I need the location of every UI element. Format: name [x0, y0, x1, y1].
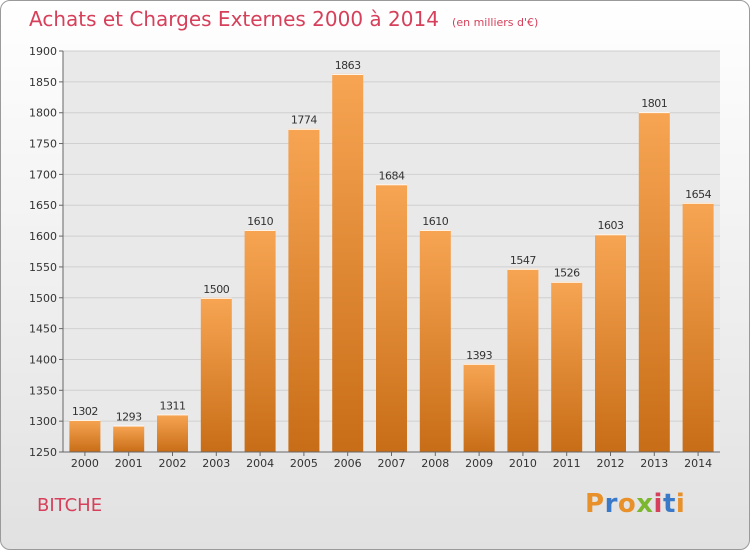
chart-subtitle: (en milliers d'€) [452, 16, 539, 29]
x-tick-label: 2002 [159, 457, 187, 470]
bar [200, 297, 232, 452]
x-tick-label: 2013 [640, 457, 668, 470]
bar-value-label: 1801 [641, 97, 667, 110]
bars [69, 73, 714, 453]
logo-letter: P [585, 489, 605, 519]
x-tick-label: 2012 [597, 457, 625, 470]
y-tick-label: 1650 [29, 199, 57, 212]
bar [551, 281, 583, 452]
data-labels: 1302 1293 1311 1500 1610 1774 1863 1684 1610 1393… [72, 59, 712, 424]
bar [595, 234, 626, 452]
y-tick-label: 1550 [29, 261, 57, 274]
proxiti-logo: Proxiti [585, 489, 685, 519]
bar [113, 425, 145, 452]
y-tick-label: 1500 [29, 292, 57, 305]
y-tick-label: 1850 [29, 76, 57, 89]
bar-value-label: 1302 [72, 405, 98, 418]
x-tick-label: 2008 [421, 457, 449, 470]
logo-letter: r [604, 489, 618, 519]
chart-title-block: Achats et Charges Externes 2000 à 2014 (… [29, 7, 538, 31]
logo-letter: i [675, 489, 686, 519]
bar [463, 363, 495, 452]
bar-value-label: 1293 [116, 410, 142, 423]
chart-title: Achats et Charges Externes 2000 à 2014 [29, 7, 439, 31]
y-tick-label: 1900 [29, 45, 57, 58]
x-tick-label: 2001 [115, 457, 143, 470]
x-tick-label: 2009 [465, 457, 493, 470]
bar-value-label: 1863 [335, 59, 361, 72]
axes: 1250 1300 1350 1400 1450 1500 1550 1600 1650 1700… [29, 45, 720, 470]
bar-value-label: 1603 [598, 219, 624, 232]
logo-letter: o [617, 489, 637, 519]
bar-value-label: 1684 [379, 169, 405, 182]
logo-letter: x [636, 489, 654, 519]
bar [244, 229, 276, 452]
bar [69, 419, 101, 452]
y-tick-label: 1450 [29, 323, 57, 336]
x-tick-label: 2007 [378, 457, 406, 470]
y-tick-label: 1700 [29, 168, 57, 181]
bar [157, 414, 188, 452]
x-tick-label: 2005 [290, 457, 318, 470]
bar-value-label: 1500 [203, 283, 229, 296]
y-tick-label: 1250 [29, 446, 57, 459]
x-tick-label: 2014 [684, 457, 712, 470]
bar-value-label: 1654 [685, 188, 711, 201]
bar [288, 128, 320, 452]
x-tick-label: 2000 [71, 457, 99, 470]
bar-value-label: 1610 [422, 215, 448, 228]
y-tick-label: 1350 [29, 384, 57, 397]
bar-value-label: 1774 [291, 114, 317, 127]
x-tick-label: 2006 [334, 457, 362, 470]
bar-value-label: 1393 [466, 349, 492, 362]
bar [419, 229, 451, 452]
bar [376, 184, 407, 453]
x-tick-label: 2011 [553, 457, 581, 470]
y-tick-label: 1750 [29, 138, 57, 151]
y-tick-label: 1800 [29, 107, 57, 120]
y-tick-label: 1400 [29, 353, 57, 366]
x-tick-label: 2004 [246, 457, 274, 470]
bar-value-label: 1610 [247, 215, 273, 228]
logo-letter: i [653, 489, 663, 519]
x-tick-label: 2010 [509, 457, 537, 470]
bar [507, 268, 539, 452]
bar-value-label: 1311 [160, 399, 186, 412]
bar-value-label: 1547 [510, 254, 536, 267]
y-tick-label: 1300 [29, 415, 57, 428]
x-tick-label: 2003 [202, 457, 230, 470]
logo-letter: t [662, 489, 676, 519]
commune-name: BITCHE [37, 495, 103, 516]
bar [332, 73, 364, 452]
bar-value-label: 1526 [554, 267, 580, 280]
y-tick-label: 1600 [29, 230, 57, 243]
bar [682, 202, 714, 452]
bar [638, 112, 670, 453]
